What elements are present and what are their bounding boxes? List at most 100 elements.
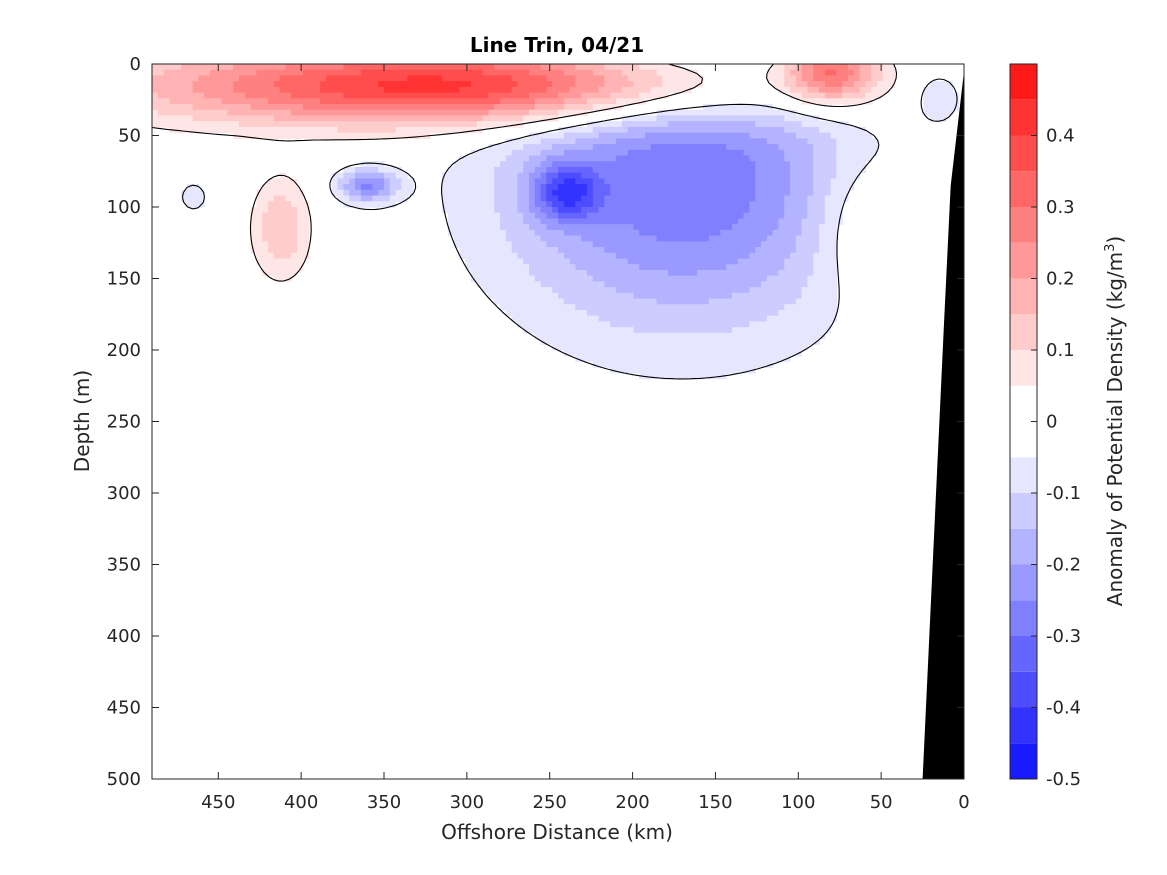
contour-cell	[343, 69, 350, 77]
contour-cell	[726, 247, 733, 254]
contour-cell	[540, 269, 547, 277]
contour-cell	[471, 64, 478, 71]
contour-cell	[540, 338, 547, 345]
contour-cell	[946, 98, 953, 105]
contour-cell	[273, 247, 281, 254]
contour-cell	[529, 207, 536, 214]
x-tick-label: 350	[367, 792, 401, 813]
contour-cell	[337, 195, 344, 202]
contour-cell	[279, 229, 286, 237]
contour-cell	[737, 344, 745, 351]
contour-cell	[558, 327, 565, 334]
contour-cell	[587, 69, 594, 77]
contour-cell	[703, 264, 710, 271]
contour-cell	[505, 109, 513, 117]
contour-cell	[494, 184, 501, 191]
contour-cell	[679, 304, 687, 311]
contour-cell	[563, 241, 571, 248]
contour-cell	[540, 327, 547, 334]
contour-cell	[279, 132, 286, 139]
contour-cell	[732, 115, 739, 122]
contour-cell	[534, 258, 542, 265]
contour-cell	[563, 218, 571, 225]
contour-cell	[256, 109, 263, 117]
contour-cell	[279, 269, 286, 277]
contour-cell	[708, 224, 716, 231]
contour-cell	[645, 229, 652, 237]
contour-cell	[546, 229, 553, 237]
contour-cell	[691, 121, 698, 128]
contour-cell	[679, 372, 687, 380]
contour-cell	[482, 241, 489, 248]
contour-cell	[244, 75, 252, 82]
contour-cell	[795, 126, 803, 134]
contour-cell	[627, 327, 634, 334]
contour-cell	[407, 104, 414, 111]
contour-cell	[500, 281, 507, 288]
contour-cell	[836, 64, 843, 71]
contour-cell	[523, 229, 530, 237]
contour-cell	[621, 132, 629, 139]
contour-cell	[494, 241, 501, 248]
contour-cell	[297, 229, 304, 237]
contour-cell	[523, 241, 530, 248]
contour-cell	[824, 241, 832, 248]
contour-cell	[807, 292, 814, 300]
contour-cell	[859, 92, 866, 99]
contour-cell	[389, 64, 397, 71]
contour-cell	[819, 269, 826, 277]
contour-cell	[389, 86, 397, 94]
contour-cell	[181, 86, 188, 94]
contour-cell	[772, 149, 779, 157]
contour-cell	[749, 155, 756, 162]
contour-cell	[610, 229, 617, 237]
contour-cell	[784, 235, 791, 242]
contour-cell	[552, 149, 559, 157]
contour-cell	[627, 355, 634, 363]
contour-cell	[476, 178, 484, 185]
contour-cell	[697, 132, 704, 139]
contour-cell	[749, 287, 756, 294]
contour-cell	[610, 344, 617, 351]
contour-cell	[714, 195, 721, 202]
contour-cell	[192, 115, 199, 122]
contour-cell	[674, 252, 681, 260]
contour-cell	[186, 189, 194, 197]
contour-cell	[616, 189, 623, 197]
contour-cell	[679, 115, 687, 122]
contour-cell	[737, 315, 745, 322]
contour-cell	[801, 161, 808, 168]
contour-cell	[279, 81, 286, 88]
contour-cell	[697, 292, 704, 300]
contour-cell	[581, 344, 588, 351]
contour-cell	[302, 115, 310, 122]
contour-cell	[569, 166, 576, 174]
contour-cell	[384, 69, 391, 77]
contour-cell	[488, 149, 495, 157]
contour-cell	[575, 75, 582, 82]
contour-cell	[407, 115, 414, 122]
contour-cell	[714, 178, 721, 185]
contour-cell	[186, 92, 194, 99]
contour-cell	[824, 166, 832, 174]
contour-cell	[766, 178, 774, 185]
contour-cell	[181, 109, 188, 117]
contour-cell	[175, 92, 182, 99]
contour-cell	[662, 350, 669, 357]
contour-cell	[813, 298, 820, 305]
contour-cell	[598, 64, 605, 71]
contour-cell	[784, 218, 791, 225]
contour-cell	[511, 104, 518, 111]
contour-cell	[256, 201, 263, 208]
contour-cell	[621, 338, 629, 345]
contour-cell	[604, 338, 611, 345]
contour-cell	[476, 247, 484, 254]
contour-cell	[453, 229, 460, 237]
contour-cell	[523, 275, 530, 282]
contour-cell	[471, 81, 478, 88]
contour-cell	[453, 75, 460, 82]
contour-cell	[552, 247, 559, 254]
contour-cell	[726, 104, 733, 111]
contour-cell	[824, 275, 832, 282]
contour-cell	[732, 218, 739, 225]
